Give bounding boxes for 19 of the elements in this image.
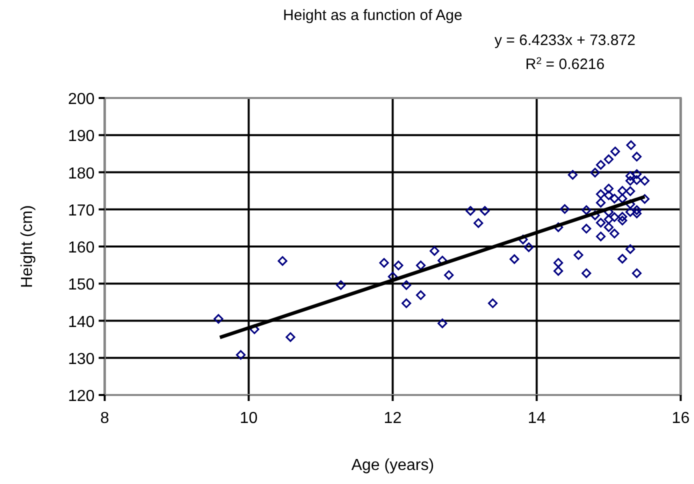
y-tick-label: 120 [68, 388, 95, 405]
y-tick-label: 150 [68, 276, 95, 294]
text: R$^{2}$ = 0.6216 [525, 56, 605, 73]
y-tick-label: 180 [68, 165, 95, 182]
y-tick-label: 170 [68, 202, 95, 220]
x-tick-label: 12 [384, 410, 402, 427]
x-tick-label: 14 [528, 410, 546, 427]
y-tick-label: 140 [68, 314, 95, 331]
x-tick-label: 10 [240, 410, 258, 427]
y-tick-label: 130 [68, 350, 95, 368]
y-tick-label: 200 [68, 91, 95, 108]
y-tick-label: 190 [68, 128, 95, 146]
y-tick-label: 160 [68, 240, 95, 256]
text: y = 6.4233x + 73.872 [494, 32, 636, 49]
x-tick-label: 8 [100, 410, 110, 427]
y-axis-title: Height (cm) [19, 205, 36, 288]
x-axis-title: Age (years) [351, 457, 434, 474]
x-tick-label: 16 [672, 410, 690, 427]
chart-title: Height as a function of Age [283, 7, 462, 24]
